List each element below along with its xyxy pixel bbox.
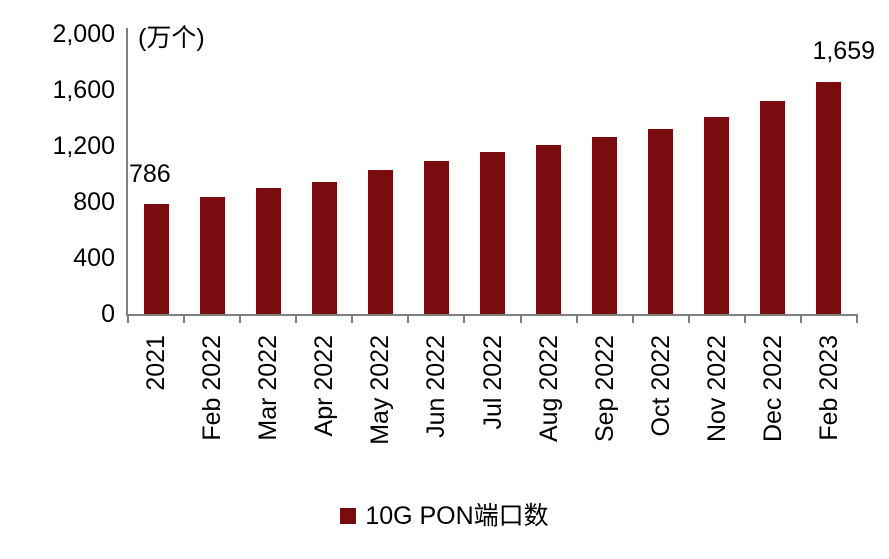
- x-tick-label: 2021: [142, 335, 171, 391]
- y-tick-label: 1,600: [52, 76, 115, 104]
- x-tick-label: Oct 2022: [646, 335, 675, 437]
- x-axis-tick: [295, 314, 298, 323]
- x-axis-tick: [239, 314, 242, 323]
- x-axis-tick: [575, 314, 578, 323]
- bar: [704, 116, 730, 314]
- bar: [760, 100, 786, 314]
- x-axis-tick: [743, 314, 746, 323]
- x-axis-tick: [799, 314, 802, 323]
- x-tick-label: Apr 2022: [310, 335, 339, 437]
- x-axis-tick: [519, 314, 522, 323]
- legend-marker-icon: [340, 508, 357, 524]
- last-bar-value-label: 1,659: [812, 37, 875, 65]
- bar: [311, 182, 337, 314]
- bar: [648, 128, 674, 314]
- x-axis-tick: [351, 314, 354, 323]
- unit-label: (万个): [138, 24, 205, 52]
- x-tick-label: Nov 2022: [702, 335, 731, 443]
- bar: [143, 203, 169, 314]
- x-axis-tick: [183, 314, 186, 323]
- x-tick-label: May 2022: [366, 335, 395, 445]
- y-tick-label: 800: [73, 188, 115, 216]
- legend-label: 10G PON端口数: [365, 502, 549, 530]
- x-axis-tick: [856, 314, 858, 323]
- x-tick-label: Aug 2022: [534, 335, 563, 443]
- x-tick-label: Feb 2022: [198, 335, 227, 441]
- y-tick-label: 0: [101, 300, 115, 328]
- x-tick-label: Sep 2022: [590, 335, 619, 443]
- bar: [816, 81, 842, 314]
- x-axis-tick: [463, 314, 466, 323]
- x-axis-tick: [687, 314, 690, 323]
- y-axis-line: [126, 28, 128, 316]
- x-axis-tick: [127, 314, 129, 323]
- x-axis-line: [126, 314, 858, 316]
- bar: [423, 160, 449, 314]
- bar: [592, 137, 618, 314]
- bar: [367, 169, 393, 314]
- x-tick-label: Jun 2022: [422, 335, 451, 438]
- bar: [255, 188, 281, 314]
- y-tick-label: 400: [73, 244, 115, 272]
- bar: [480, 152, 505, 314]
- bar: [536, 144, 562, 314]
- x-tick-label: Mar 2022: [254, 335, 283, 441]
- first-bar-value-label: 786: [129, 160, 171, 188]
- x-axis-tick: [407, 314, 410, 323]
- x-tick-label: Dec 2022: [758, 335, 787, 443]
- legend: 10G PON端口数: [0, 501, 889, 531]
- y-tick-label: 2,000: [52, 20, 115, 48]
- bar: [199, 197, 225, 314]
- x-tick-label: Feb 2023: [814, 335, 843, 441]
- y-tick-label: 1,200: [52, 132, 115, 160]
- x-axis-tick: [631, 314, 634, 323]
- x-tick-label: Jul 2022: [478, 335, 507, 430]
